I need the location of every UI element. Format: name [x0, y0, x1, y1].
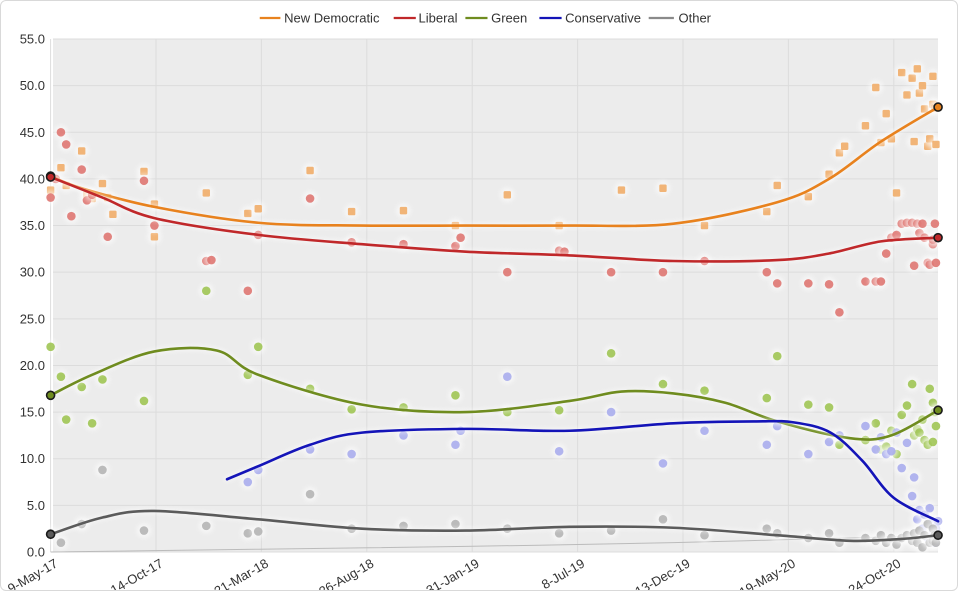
svg-text:14-Oct-17: 14-Oct-17	[108, 556, 166, 591]
svg-text:30.0: 30.0	[20, 265, 45, 280]
svg-text:15.0: 15.0	[20, 405, 45, 420]
svg-text:Conservative: Conservative	[565, 11, 641, 26]
svg-text:55.0: 55.0	[20, 32, 45, 47]
svg-text:45.0: 45.0	[20, 125, 45, 140]
svg-text:35.0: 35.0	[20, 218, 45, 233]
svg-text:19-May-20: 19-May-20	[737, 556, 798, 591]
svg-text:20.0: 20.0	[20, 358, 45, 373]
svg-text:50.0: 50.0	[20, 78, 45, 93]
svg-text:New Democratic: New Democratic	[284, 11, 380, 26]
svg-text:25.0: 25.0	[20, 311, 45, 326]
svg-text:10.0: 10.0	[20, 451, 45, 466]
svg-text:21-Mar-18: 21-Mar-18	[211, 556, 270, 591]
svg-text:40.0: 40.0	[20, 171, 45, 186]
svg-text:31-Jan-19: 31-Jan-19	[423, 556, 481, 591]
svg-text:9-May-17: 9-May-17	[5, 556, 60, 591]
svg-text:5.0: 5.0	[27, 498, 45, 513]
svg-text:8-Jul-19: 8-Jul-19	[539, 556, 587, 591]
svg-text:Other: Other	[679, 11, 712, 26]
svg-text:24-Oct-20: 24-Oct-20	[846, 556, 904, 591]
svg-text:0.0: 0.0	[27, 545, 45, 560]
svg-text:Green: Green	[491, 11, 527, 26]
svg-text:13-Dec-19: 13-Dec-19	[632, 556, 692, 591]
svg-text:Liberal: Liberal	[419, 11, 458, 26]
svg-text:26-Aug-18: 26-Aug-18	[316, 556, 376, 591]
